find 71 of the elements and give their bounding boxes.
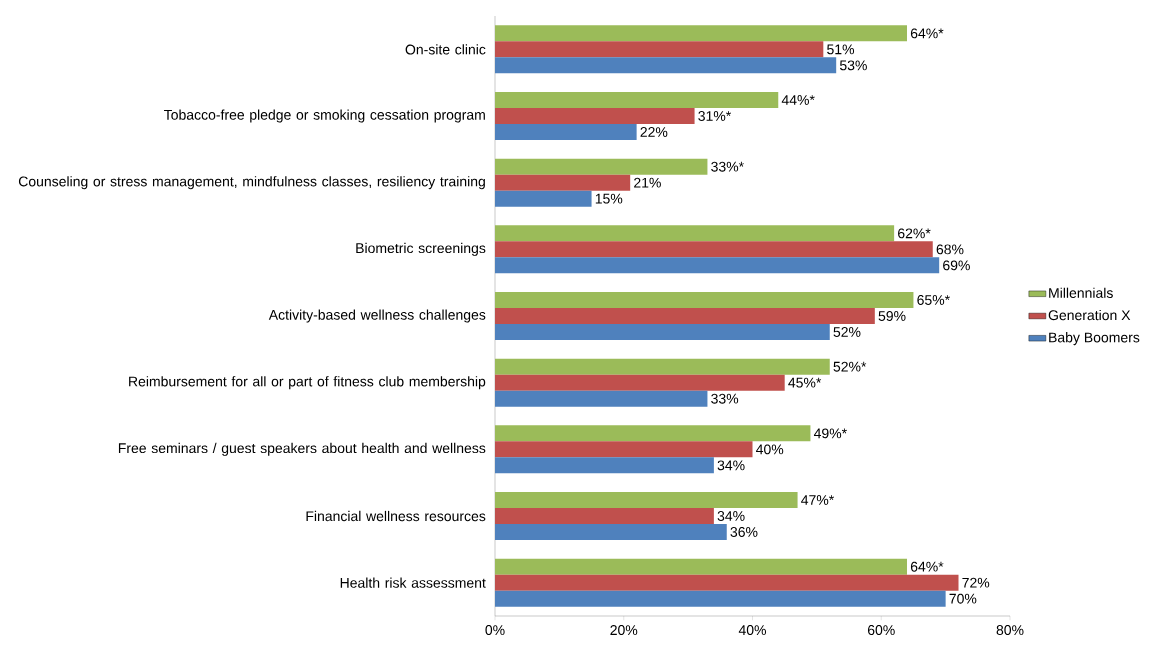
data-label: 36% xyxy=(730,527,758,537)
bar xyxy=(495,292,914,309)
bar xyxy=(495,390,708,407)
data-label: 64%* xyxy=(910,28,944,39)
data-label: 53% xyxy=(839,60,867,71)
data-label: 15% xyxy=(595,193,623,204)
bar xyxy=(495,425,811,442)
bar xyxy=(495,174,631,191)
bar xyxy=(495,358,830,375)
y-tick-label: Counseling or stress management, mindfulness classes, resiliency training xyxy=(18,176,485,190)
bar xyxy=(495,492,798,509)
data-label: 64%* xyxy=(910,561,944,572)
bar xyxy=(495,158,708,175)
bar xyxy=(495,92,779,109)
y-tick-label: Reimbursement for all or part of fitness club membership xyxy=(129,376,486,390)
y-tick-label: On-site clinic xyxy=(405,44,486,55)
bar xyxy=(495,57,837,74)
data-label: 65%* xyxy=(917,295,950,305)
bar xyxy=(495,441,753,458)
data-label: 33% xyxy=(711,393,739,404)
x-tick-label: 80% xyxy=(996,625,1024,636)
data-label: 59% xyxy=(878,311,906,321)
data-label: 47%* xyxy=(801,495,835,505)
data-label: 52%* xyxy=(833,361,867,372)
y-tick-label: Activity-based wellness challenges xyxy=(268,309,486,323)
data-label: 44%* xyxy=(781,95,815,105)
data-label: 52% xyxy=(833,327,861,337)
bar xyxy=(495,524,727,541)
data-label: 21% xyxy=(634,177,661,188)
data-label: 22% xyxy=(640,127,668,137)
data-label: 72% xyxy=(962,577,990,588)
data-label: 34% xyxy=(717,460,745,471)
y-tick-label: Tobacco-free pledge or smoking cessation program xyxy=(164,109,485,123)
bar xyxy=(495,558,907,575)
bar xyxy=(495,257,940,274)
bar xyxy=(495,41,824,58)
y-tick-label: Health risk assessment xyxy=(340,577,486,588)
bar xyxy=(495,324,830,341)
bar xyxy=(495,308,875,325)
bar xyxy=(495,590,946,607)
legend-label: Millennials xyxy=(1049,287,1113,298)
bar xyxy=(495,241,933,258)
data-label: 68% xyxy=(936,244,964,255)
bar xyxy=(495,25,907,42)
data-label: 49%* xyxy=(813,428,847,439)
data-label: 62%* xyxy=(898,228,931,239)
legend-label: Generation X xyxy=(1048,309,1131,321)
bar xyxy=(495,190,592,207)
bar xyxy=(495,374,785,391)
data-label: 51% xyxy=(827,44,855,55)
x-tick-label: 60% xyxy=(867,625,895,636)
legend-label: Baby Boomers xyxy=(1049,332,1140,346)
data-label: 33%* xyxy=(711,161,744,172)
bar xyxy=(495,124,637,141)
data-label: 40% xyxy=(756,444,784,455)
x-tick-label: 20% xyxy=(610,625,638,636)
x-tick-label: 40% xyxy=(738,625,767,636)
data-label: 31%* xyxy=(698,111,732,121)
data-label: 45%* xyxy=(788,377,822,388)
data-label: 70% xyxy=(949,593,977,604)
y-tick-label: Biometric screenings xyxy=(356,242,486,256)
bar xyxy=(495,508,714,525)
data-label: 34% xyxy=(717,511,745,521)
y-tick-label: Free seminars / guest speakers about health and wellness xyxy=(118,442,486,456)
bar xyxy=(495,108,695,125)
y-tick-label: Financial wellness resources xyxy=(306,510,486,522)
bar xyxy=(495,574,959,591)
data-label: 69% xyxy=(943,260,970,271)
bar xyxy=(495,457,714,474)
x-tick-label: 0% xyxy=(485,625,505,636)
bar xyxy=(495,225,895,242)
